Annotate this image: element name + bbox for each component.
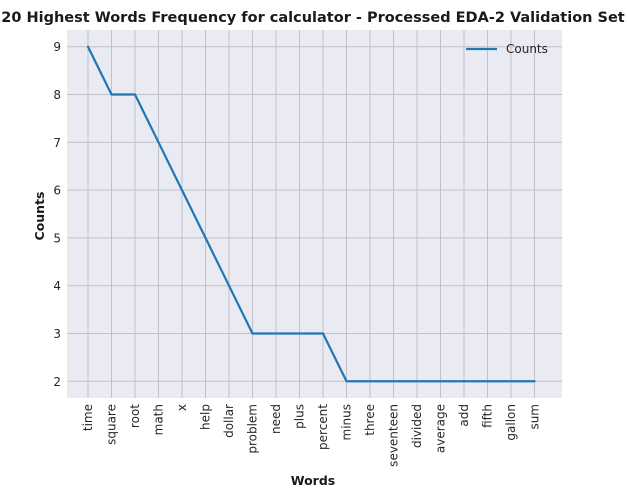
plot-area	[67, 30, 562, 398]
y-axis-ticks: 2 3 4 5 6 7 8 9	[53, 40, 61, 389]
x-tick-label: add	[457, 404, 471, 427]
x-tick-label: problem	[246, 404, 260, 454]
x-tick-label: seventeen	[387, 404, 401, 467]
x-axis-ticks: time square root math x help dollar problem need…	[81, 404, 542, 467]
x-tick-label: math	[152, 404, 166, 435]
x-tick-label: root	[128, 404, 142, 428]
grid-lines	[67, 30, 562, 398]
chart-title: 20 Highest Words Frequency for calculato…	[1, 10, 625, 26]
y-tick-label: 2	[53, 375, 61, 389]
x-tick-label: sum	[528, 404, 542, 430]
x-tick-label: minus	[340, 404, 354, 441]
legend: Counts	[466, 42, 548, 56]
x-tick-label: dollar	[222, 404, 236, 438]
x-tick-label: time	[81, 404, 95, 431]
x-axis-label: Words	[291, 473, 335, 488]
x-tick-label: three	[363, 404, 377, 436]
x-tick-label: x	[175, 404, 189, 411]
y-tick-label: 5	[53, 231, 61, 245]
legend-label-counts: Counts	[506, 42, 548, 56]
x-tick-label: average	[434, 404, 448, 453]
y-tick-label: 7	[53, 136, 61, 150]
x-tick-label: plus	[293, 404, 307, 429]
y-tick-label: 6	[53, 184, 61, 198]
x-tick-label: help	[199, 404, 213, 430]
y-tick-label: 8	[53, 88, 61, 102]
y-tick-label: 3	[53, 327, 61, 341]
x-tick-label: percent	[316, 404, 330, 450]
y-axis-label: Counts	[32, 192, 47, 241]
series-line-counts	[86, 45, 536, 383]
x-tick-label: gallon	[504, 404, 518, 441]
x-tick-label: divided	[410, 404, 424, 448]
y-tick-label: 4	[53, 279, 61, 293]
x-tick-label: need	[269, 404, 283, 434]
y-tick-label: 9	[53, 40, 61, 54]
x-tick-label: fifth	[481, 404, 495, 428]
x-tick-label: square	[105, 404, 119, 445]
